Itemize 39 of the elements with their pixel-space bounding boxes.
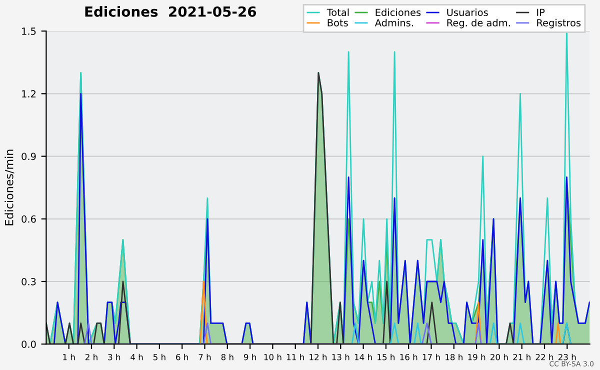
y-axis-title: Ediciones/min xyxy=(4,150,14,226)
y-tick-label: 1.5 xyxy=(22,28,36,35)
legend-label: Ediciones xyxy=(376,8,421,16)
x-tick-label: 21 h xyxy=(513,354,530,360)
legend-label: Registros xyxy=(537,18,581,28)
legend-label: Total xyxy=(326,8,349,16)
x-tick-label: 7 h xyxy=(198,354,211,360)
x-tick-label: 5 h xyxy=(153,354,166,360)
x-tick-label: 17 h xyxy=(422,354,440,360)
legend-label: Usuarios xyxy=(447,8,488,16)
x-tick-label: 15 h xyxy=(378,354,395,360)
y-tick-label: 0.3 xyxy=(22,278,36,286)
x-tick-label: 11 h xyxy=(287,354,304,360)
y-tick-label: 0.9 xyxy=(22,152,36,160)
x-tick-label: 13 h xyxy=(332,354,350,360)
legend-label: Admins. xyxy=(374,18,413,26)
x-tick-label: 1 h xyxy=(63,354,75,360)
x-tick-label: 8 h xyxy=(221,354,234,360)
y-tick-label: 1.2 xyxy=(22,90,36,98)
y-tick-label: 0.6 xyxy=(22,215,36,223)
x-tick-label: 22 h xyxy=(536,354,554,360)
y-tick-label: 0.0 xyxy=(22,340,36,348)
x-tick-label: 19 h xyxy=(468,354,486,360)
x-tick-label: 10 h xyxy=(264,354,282,360)
x-tick-label: 6 h xyxy=(176,354,188,360)
chart-title: Ediciones 2021-05-26 xyxy=(85,6,256,17)
legend-label: Bots xyxy=(328,19,348,26)
x-tick-label: 12 h xyxy=(310,354,327,360)
x-tick-label: 20 h xyxy=(490,354,508,360)
x-tick-label: 16 h xyxy=(400,354,418,360)
legend-label: IP xyxy=(537,8,545,16)
x-tick-label: 4 h xyxy=(130,354,143,360)
legend-label: Reg. de adm. xyxy=(447,18,510,28)
x-tick-label: 14 h xyxy=(354,354,372,360)
x-tick-label: 23 h xyxy=(558,354,576,360)
x-tick-label: 9 h xyxy=(244,354,256,360)
x-tick-label: 18 h xyxy=(446,354,462,360)
x-tick-label: 2 h xyxy=(85,354,98,360)
x-tick-label: 3 h xyxy=(108,354,120,360)
